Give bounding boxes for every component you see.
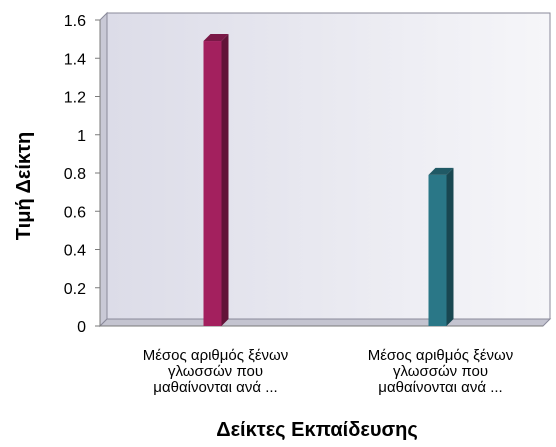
category-label: Μέσος αριθμός ξένων γλωσσών που μαθαίνοντα… [143, 347, 289, 396]
y-tick-label: 1.4 [64, 51, 86, 68]
bar-front [203, 41, 222, 326]
bars [203, 34, 454, 326]
bar-top [203, 34, 229, 42]
y-tick-label: 1.6 [64, 13, 86, 30]
y-tick-label: 0.6 [64, 204, 86, 221]
bar [203, 34, 229, 326]
bar-side [221, 34, 229, 326]
plot-side-wall [99, 11, 108, 328]
plot-area [98, 11, 552, 328]
plot-floor [98, 318, 552, 327]
bar-top [428, 167, 454, 175]
x-axis-label: Δείκτες Εκπαίδευσης [216, 419, 418, 441]
plot-back-wall [106, 12, 551, 320]
y-tick-labels: 0 0.2 0.4 0.6 0.8 1 1.2 1.4 1.6 [64, 13, 100, 336]
category-label-line: γλωσσών που [168, 363, 263, 380]
category-label-line: γλωσσών που [393, 363, 488, 380]
category-label-line: Μέσος αριθμός ξένων [368, 347, 514, 364]
y-tick-label: 0.8 [64, 166, 86, 183]
y-tick-label: 1.2 [64, 90, 86, 107]
y-tick-label: 0.4 [64, 243, 86, 260]
category-label-line: μαθαίνονται ανά ... [378, 379, 502, 396]
bar-front [428, 174, 447, 326]
y-tick-label: 0.2 [64, 281, 86, 298]
y-tick-label: 1 [77, 128, 86, 145]
bar-side [446, 167, 454, 326]
category-labels: Μέσος αριθμός ξένων γλωσσών που μαθαίνοντα… [143, 347, 514, 396]
y-axis-label: Τιμή Δείκτη [13, 132, 35, 240]
category-label-line: Μέσος αριθμός ξένων [143, 347, 289, 364]
category-label-line: μαθαίνονται ανά ... [153, 379, 277, 396]
y-tick-label: 0 [77, 319, 86, 336]
category-label: Μέσος αριθμός ξένων γλωσσών που μαθαίνοντα… [368, 347, 514, 396]
bar [428, 167, 454, 326]
